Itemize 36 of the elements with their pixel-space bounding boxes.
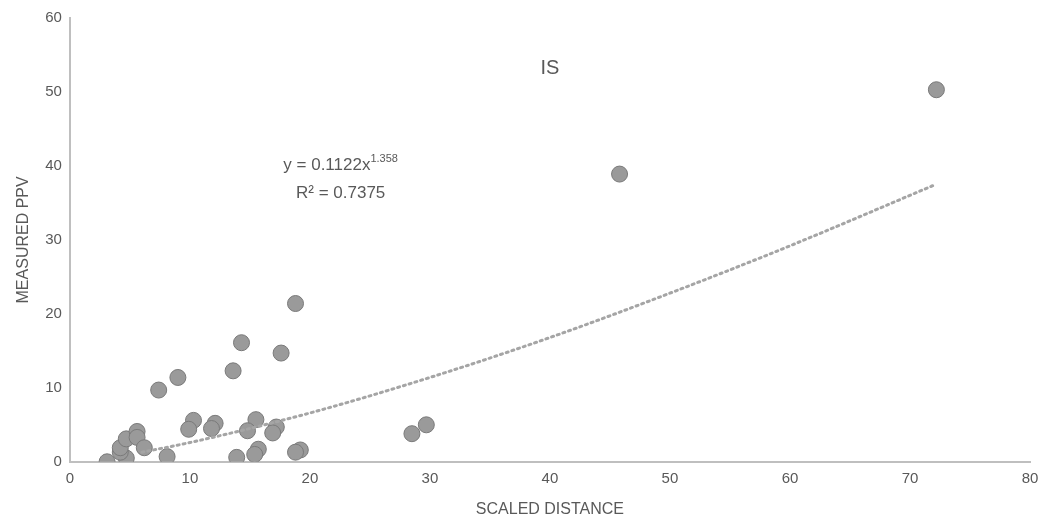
y-tick-label: 20 xyxy=(45,304,62,322)
point xyxy=(272,344,290,362)
y-axis-title: MEASURED PPV xyxy=(14,176,32,304)
x-tick-label: 70 xyxy=(901,468,919,486)
point xyxy=(287,443,305,461)
point xyxy=(203,420,220,438)
point xyxy=(233,334,251,352)
point xyxy=(246,445,264,462)
point xyxy=(417,416,435,434)
point xyxy=(158,448,176,462)
annotation: R² = 0.7375 xyxy=(295,183,386,202)
x-axis-title: SCALED DISTANCE xyxy=(475,499,625,517)
point xyxy=(403,425,421,443)
x-tick-label: 10 xyxy=(181,468,199,486)
x-tick-label: 0 xyxy=(65,468,75,486)
y-tick-label: 10 xyxy=(45,377,62,395)
point xyxy=(264,424,282,442)
point xyxy=(169,368,187,386)
point xyxy=(927,81,945,99)
y-tick-label: 30 xyxy=(45,230,62,248)
y-tick-label: 60 xyxy=(45,8,62,26)
y-tick-label: 0 xyxy=(53,451,62,469)
x-tick-label: 50 xyxy=(661,468,679,486)
x-tick-label: 80 xyxy=(1021,468,1039,486)
x-tick-label: 20 xyxy=(301,468,319,486)
point xyxy=(224,362,242,380)
point xyxy=(150,381,168,399)
point xyxy=(611,165,629,183)
y-tick-label: 40 xyxy=(45,156,62,174)
x-tick-label: 30 xyxy=(421,468,439,486)
text: IS xyxy=(540,55,560,78)
point xyxy=(287,295,305,313)
point xyxy=(180,420,198,438)
x-tick-label: 60 xyxy=(781,468,799,486)
y-tick-label: 50 xyxy=(45,82,62,100)
x-tick-label: 40 xyxy=(541,468,559,486)
